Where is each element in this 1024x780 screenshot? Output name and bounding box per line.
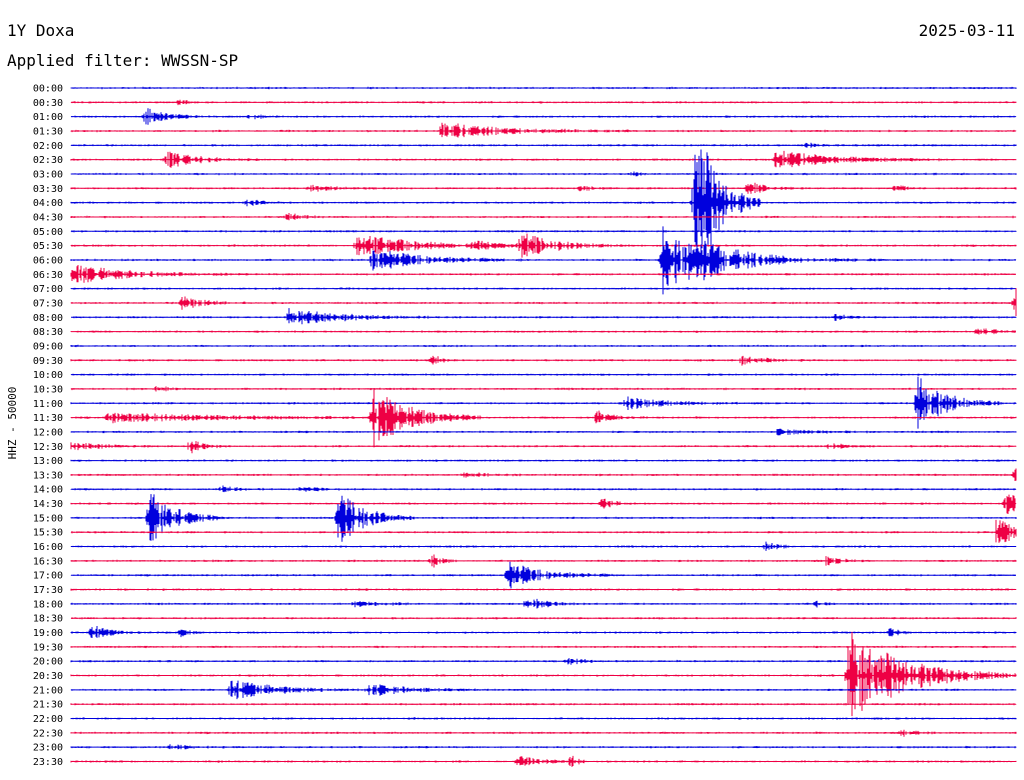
tick-label-0730: 07:30: [33, 298, 63, 309]
tick-label-2000: 20:00: [33, 657, 63, 668]
tick-label-1530: 15:30: [33, 528, 63, 539]
seismogram-traces: [70, 86, 1017, 767]
tick-label-0830: 08:30: [33, 327, 63, 338]
tick-label-1330: 13:30: [33, 470, 63, 481]
trace-line-0130: [70, 122, 1017, 138]
tick-label-0230: 02:30: [33, 155, 63, 166]
tick-label-2230: 22:30: [33, 728, 63, 739]
tick-label-0200: 02:00: [33, 141, 63, 152]
tick-label-1200: 12:00: [33, 427, 63, 438]
tick-label-1700: 17:00: [33, 571, 63, 582]
tick-label-0900: 09:00: [33, 341, 63, 352]
tick-label-1100: 11:00: [33, 399, 63, 410]
trace-line-0800: [71, 308, 1017, 325]
tick-label-0100: 01:00: [33, 112, 63, 123]
tick-label-2130: 21:30: [33, 700, 63, 711]
date-label: 2025-03-11: [919, 21, 1015, 40]
tick-label-1500: 15:00: [33, 513, 63, 524]
time-tick-labels: 00:00 00:30 01:00 01:30 02:00 02:30 03:00 03:30…: [33, 84, 63, 769]
tick-label-0630: 06:30: [33, 270, 63, 281]
tick-label-1930: 19:30: [33, 642, 63, 653]
tick-label-0330: 03:30: [33, 184, 63, 195]
tick-label-1230: 12:30: [33, 442, 63, 453]
tick-label-0530: 05:30: [33, 241, 63, 252]
tick-label-0300: 03:00: [33, 169, 63, 180]
tick-label-0400: 04:00: [33, 198, 63, 209]
tick-label-1730: 17:30: [33, 585, 63, 596]
trace-line-1230: [70, 441, 1017, 454]
tick-label-2330: 23:30: [33, 757, 63, 768]
tick-label-1400: 14:00: [33, 485, 63, 496]
trace-line-1900: [70, 626, 1017, 638]
tick-label-1600: 16:00: [33, 542, 63, 553]
tick-label-2300: 23:00: [33, 743, 63, 754]
tick-label-1030: 10:30: [33, 384, 63, 395]
trace-line-1530: [70, 519, 1017, 543]
tick-label-0800: 08:00: [33, 313, 63, 324]
tick-label-1800: 18:00: [33, 599, 63, 610]
trace-line-0730: [70, 288, 1017, 317]
channel-label: HHZ - 50000: [6, 387, 19, 460]
tick-label-0000: 00:00: [33, 84, 63, 95]
tick-label-2030: 20:30: [33, 671, 63, 682]
tick-label-1430: 14:30: [33, 499, 63, 510]
filter-label: Applied filter: WWSSN-SP: [7, 51, 238, 70]
tick-label-1630: 16:30: [33, 556, 63, 567]
tick-label-0130: 01:30: [33, 126, 63, 137]
tick-label-0430: 04:30: [33, 212, 63, 223]
tick-label-0500: 05:00: [33, 227, 63, 238]
station-title: 1Y Doxa: [7, 21, 74, 40]
tick-label-1000: 10:00: [33, 370, 63, 381]
tick-label-0700: 07:00: [33, 284, 63, 295]
tick-label-2100: 21:00: [33, 685, 63, 696]
tick-label-1900: 19:00: [33, 628, 63, 639]
tick-label-1830: 18:30: [33, 614, 63, 625]
tick-label-0930: 09:30: [33, 356, 63, 367]
tick-label-0600: 06:00: [33, 255, 63, 266]
trace-line-1430: [70, 494, 1017, 514]
trace-line-1100: [70, 376, 1017, 429]
tick-label-0030: 00:30: [33, 98, 63, 109]
tick-label-1130: 11:30: [33, 413, 63, 424]
tick-label-2200: 22:00: [33, 714, 63, 725]
tick-label-1300: 13:00: [33, 456, 63, 467]
